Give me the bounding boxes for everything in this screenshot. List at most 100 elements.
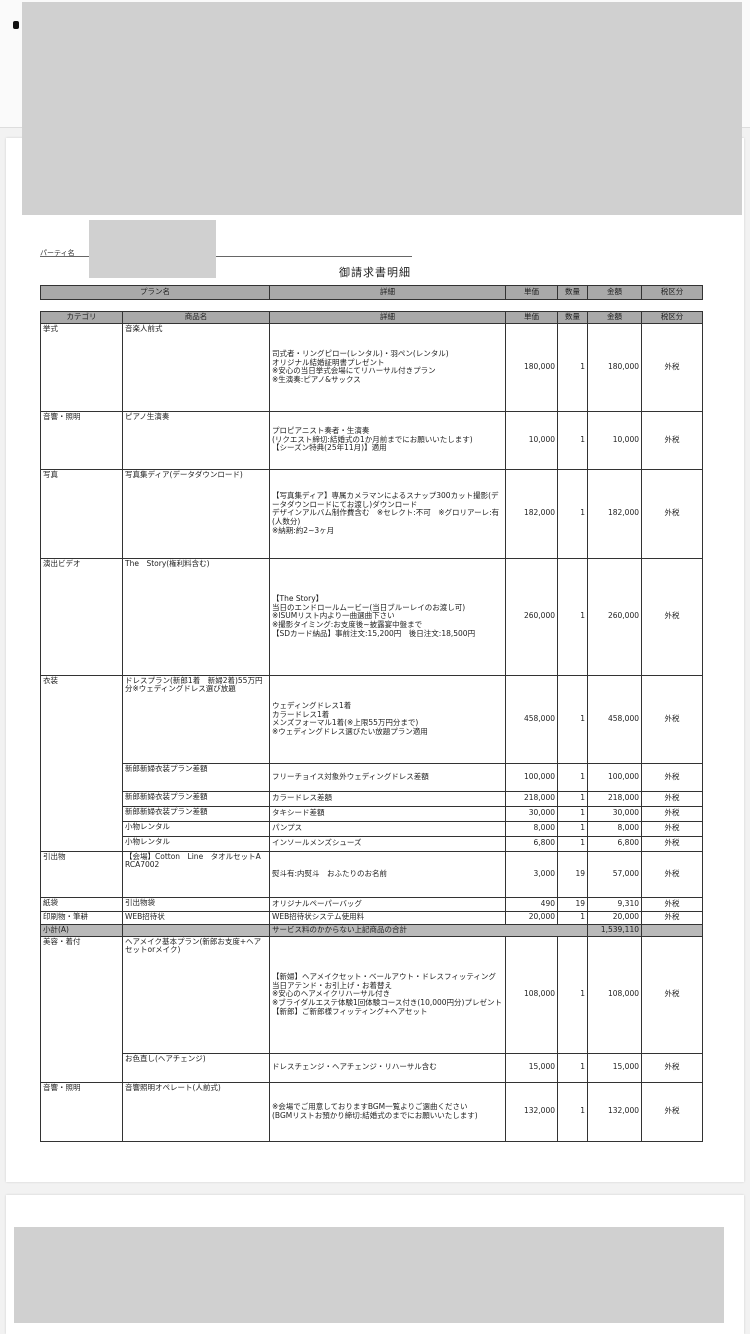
unit-price-cell: 458,000 (505, 674, 558, 764)
table-row: 紙袋 引出物袋 オリジナルペーパーバッグ 490 19 9,310 外税 (40, 896, 703, 912)
table-row: 印刷物・筆耕 WEB招待状 WEB招待状システム使用料 20,000 1 20,000 外税 (40, 910, 703, 925)
table-row: 新郎新婦衣装プラン差額 カラードレス差額 218,000 1 218,000 外税 (41, 790, 703, 807)
category-cell: 音響・照明 (40, 1081, 123, 1142)
summary-header-table: プラン名 詳細 単価 数量 金額 税区分 (40, 285, 703, 300)
tax-class-cell: 外税 (641, 835, 703, 852)
tax-class-cell: 外税 (641, 935, 703, 1054)
amount-cell: 260,000 (587, 557, 642, 676)
unit-price-cell: 180,000 (505, 322, 558, 412)
item-name-cell: The Story(権利料含む) (122, 557, 270, 676)
detail-cell: インソールメンズシューズ (269, 835, 506, 852)
amount-cell: 57,000 (587, 850, 642, 898)
item-name-cell: お色直し(ヘアチェンジ) (122, 1052, 270, 1083)
document-title: 御請求書明細 (339, 266, 411, 279)
tax-class-cell: 外税 (641, 468, 703, 559)
table-row: 挙式 音楽人前式 司式者・リングピロー(レンタル)・羽ペン(レンタル) オリジナル結… (40, 322, 703, 412)
detail-cell: 司式者・リングピロー(レンタル)・羽ペン(レンタル) オリジナル結婚証明書プレゼ… (269, 322, 506, 412)
category-cell: 引出物 (40, 850, 123, 898)
amount-cell: 458,000 (587, 674, 642, 764)
quantity-cell: 19 (557, 896, 588, 912)
col-detail: 詳細 (269, 285, 506, 300)
table-row: 衣装 ドレスプラン(新郎1着 新婦2着)55万円分※ウェディングドレス選び放題 ウェ… (40, 674, 703, 852)
amount-cell: 132,000 (587, 1081, 642, 1142)
amount-cell: 20,000 (587, 910, 642, 925)
amount-cell: 108,000 (587, 935, 642, 1054)
tax-class-cell: 外税 (641, 557, 703, 676)
tax-class-cell: 外税 (641, 322, 703, 412)
item-name-cell: WEB招待状 (122, 910, 270, 925)
amount-cell: 182,000 (587, 468, 642, 559)
detail-cell: ウェディングドレス1着 カラードレス1着 メンズフォーマル1着(※上限55万円分… (269, 674, 506, 764)
tax-class-cell: 外税 (641, 910, 703, 925)
table-row: 音響・照明 ピアノ生演奏 プロピアニスト奏者・生演奏 (リクエスト締切:結婚式の1か… (40, 410, 703, 470)
item-name-cell: 小物レンタル (122, 835, 270, 852)
tax-class-cell: 外税 (641, 850, 703, 898)
tax-class-cell: 外税 (641, 805, 703, 822)
col-detail: 詳細 (269, 311, 506, 324)
status-dot-icon (13, 21, 19, 29)
unit-price-cell: 218,000 (505, 790, 558, 807)
unit-price-cell: 100,000 (505, 762, 558, 792)
item-name-cell: 【会場】Cotton Line タオルセットA RCA7002 (122, 850, 270, 898)
tax-class-cell: 外税 (641, 896, 703, 912)
tax-class-cell: 外税 (641, 410, 703, 470)
table-row: 音響・照明 音響照明オペレート(人前式) ※会場でご用意しておりますBGM一覧よりご… (40, 1081, 703, 1142)
amount-cell: 8,000 (587, 820, 642, 837)
category-cell: 印刷物・筆耕 (40, 910, 123, 925)
tax-class-cell: 外税 (641, 820, 703, 837)
item-name-cell: 新郎新婦衣装プラン差額 (122, 805, 270, 822)
quantity-cell: 1 (557, 910, 588, 925)
col-amount: 金額 (587, 311, 642, 324)
party-name-label: パーティ名 (40, 249, 75, 257)
detail-cell: ※会場でご用意しておりますBGM一覧よりご選曲ください (BGMリストお預かり締… (269, 1081, 506, 1142)
unit-price-cell: 8,000 (505, 820, 558, 837)
unit-price-cell: 20,000 (505, 910, 558, 925)
subtotal-label: 小計(A) (40, 923, 123, 937)
detail-cell: フリーチョイス対象外ウェディングドレス差額 (269, 762, 506, 792)
quantity-cell: 1 (557, 1081, 588, 1142)
quantity-cell: 1 (557, 674, 588, 764)
quantity-cell: 1 (557, 790, 588, 807)
subtotal-amount: 1,539,110 (587, 923, 642, 937)
col-tax: 税区分 (641, 285, 703, 300)
tax-class-cell: 外税 (641, 762, 703, 792)
item-name-cell: 新郎新婦衣装プラン差額 (122, 762, 270, 792)
quantity-cell: 1 (557, 557, 588, 676)
detail-cell: 【新婦】ヘアメイクセット・ベールアウト・ドレスフィッティング 当日アテンド・お引… (269, 935, 506, 1054)
amount-cell: 180,000 (587, 322, 642, 412)
table-row: お色直し(ヘアチェンジ) ドレスチェンジ・ヘアチェンジ・リハーサル含む 15,000… (41, 1052, 703, 1083)
detail-cell: 熨斗有:内熨斗 おふたりのお名前 (269, 850, 506, 898)
detail-cell: タキシード差額 (269, 805, 506, 822)
table-row: 写真 写真集ディア(データダウンロード) 【写真集ディア】専属カメラマンによるスナッ… (40, 468, 703, 559)
col-unit: 単価 (505, 285, 558, 300)
category-cell: 写真 (40, 468, 123, 559)
col-qty: 数量 (557, 311, 588, 324)
unit-price-cell: 132,000 (505, 1081, 558, 1142)
amount-cell: 100,000 (587, 762, 642, 792)
unit-price-cell: 10,000 (505, 410, 558, 470)
col-unit: 単価 (505, 311, 558, 324)
table-row: 引出物 【会場】Cotton Line タオルセットA RCA7002 熨斗有:内熨… (40, 850, 703, 898)
quantity-cell: 1 (557, 820, 588, 837)
unit-price-cell: 490 (505, 896, 558, 912)
col-amount: 金額 (587, 285, 642, 300)
amount-cell: 10,000 (587, 410, 642, 470)
category-cell: 紙袋 (40, 896, 123, 912)
item-name-cell: 写真集ディア(データダウンロード) (122, 468, 270, 559)
quantity-cell: 1 (557, 805, 588, 822)
invoice-table: カテゴリ 商品名 詳細 単価 数量 金額 税区分 挙式 音楽人前式 司式者・リングピ… (40, 311, 703, 1142)
item-name-cell: ピアノ生演奏 (122, 410, 270, 470)
amount-cell: 6,800 (587, 835, 642, 852)
table-row: 小物レンタル インソールメンズシューズ 6,800 1 6,800 外税 (41, 835, 703, 852)
empty-cell (641, 923, 703, 937)
tax-class-cell: 外税 (641, 1052, 703, 1083)
detail-cell: プロピアニスト奏者・生演奏 (リクエスト締切:結婚式の1か月前までにお願いいたし… (269, 410, 506, 470)
category-cell: 美容・着付 (40, 935, 123, 1083)
detail-cell: オリジナルペーパーバッグ (269, 896, 506, 912)
table-row: 新郎新婦衣装プラン差額 フリーチョイス対象外ウェディングドレス差額 100,000 1… (41, 762, 703, 792)
party-name-line (40, 256, 412, 257)
col-qty: 数量 (557, 285, 588, 300)
unit-price-cell: 15,000 (505, 1052, 558, 1083)
detail-cell: パンプス (269, 820, 506, 837)
quantity-cell: 1 (557, 410, 588, 470)
